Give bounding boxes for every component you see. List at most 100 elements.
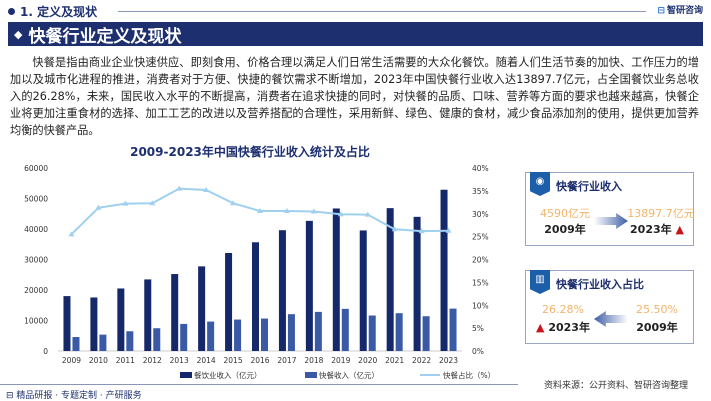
bar-fastfood-revenue bbox=[99, 334, 107, 351]
footer-text: 精品研报 · 专题定制 · 产研服务 bbox=[16, 391, 142, 401]
y2-tick-label: 10% bbox=[472, 301, 489, 310]
x-tick-label: 2011 bbox=[116, 356, 135, 365]
y2-tick-label: 35% bbox=[472, 187, 489, 196]
x-tick-label: 2023 bbox=[439, 356, 458, 365]
bar-fastfood-revenue bbox=[368, 315, 376, 351]
bar-restaurant-revenue bbox=[252, 242, 259, 351]
share-point bbox=[337, 211, 344, 217]
title-bar: ◆ 快餐行业定义及现状 bbox=[8, 22, 703, 47]
bar-fastfood-revenue bbox=[422, 316, 430, 351]
share-point bbox=[122, 200, 129, 206]
share-point bbox=[391, 226, 398, 232]
bar-restaurant-revenue bbox=[386, 208, 394, 351]
bar-fastfood-revenue bbox=[314, 311, 322, 351]
bar-restaurant-revenue bbox=[359, 230, 367, 351]
section-label: 1. 定义及现状 bbox=[20, 5, 98, 19]
bar-fastfood-revenue bbox=[72, 337, 80, 351]
share-point bbox=[364, 211, 371, 217]
chart: 0 10000 20000 30000 40000 50000 60000 0% 5% 10% 15… bbox=[24, 164, 495, 380]
divider bbox=[0, 384, 518, 385]
x-tick-label: 2021 bbox=[385, 356, 404, 365]
x-tick-label: 2014 bbox=[197, 356, 216, 365]
divider bbox=[118, 11, 646, 12]
share-point bbox=[445, 227, 452, 233]
card-value: 25.50% bbox=[636, 303, 678, 316]
card-year: 2009年 bbox=[636, 321, 678, 334]
share-point bbox=[95, 204, 102, 210]
y-tick-label: 0 bbox=[43, 347, 48, 356]
bar-fastfood-revenue bbox=[153, 328, 161, 351]
bar-fastfood-revenue bbox=[261, 318, 268, 351]
x-tick-label: 2019 bbox=[331, 356, 350, 365]
bar-fastfood-revenue bbox=[126, 331, 134, 351]
x-tick-label: 2018 bbox=[304, 356, 323, 365]
card-year: 2023年 bbox=[548, 321, 590, 334]
card-value: 13897.7亿元 bbox=[627, 207, 695, 220]
bar-restaurant-revenue bbox=[171, 274, 179, 351]
y2-tick-label: 20% bbox=[472, 256, 489, 265]
x-tick-label: 2015 bbox=[224, 356, 243, 365]
card-year: 2009年 bbox=[544, 223, 586, 236]
bar-restaurant-revenue bbox=[198, 266, 206, 351]
bar-restaurant-revenue bbox=[332, 208, 340, 351]
x-tick-label: 2020 bbox=[358, 356, 377, 365]
source-note: 资料来源：公开资料、智研咨询整理 bbox=[544, 381, 689, 391]
share-point bbox=[176, 185, 183, 191]
x-tick-label: 2022 bbox=[412, 356, 431, 365]
bar-fastfood-revenue bbox=[234, 319, 242, 351]
card-title: 快餐行业收入占比 bbox=[556, 278, 644, 291]
bar-restaurant-revenue bbox=[117, 288, 125, 351]
card-share: ▥ 快餐行业收入占比 26.28% ▲ 2023年 25.50% 2009年 bbox=[525, 270, 694, 344]
card-revenue: ◉ 快餐行业收入 4590亿元 2009年 13897.7亿元 2023年 ▲ bbox=[525, 172, 695, 246]
share-point bbox=[257, 208, 263, 214]
y-tick-label: 10000 bbox=[24, 317, 48, 326]
bullet-icon bbox=[8, 8, 15, 15]
x-tick-label: 2010 bbox=[89, 356, 108, 365]
y2-tick-label: 25% bbox=[472, 233, 489, 242]
y2-tick-label: 5% bbox=[472, 324, 484, 333]
y-tick-label: 40000 bbox=[24, 225, 48, 234]
bar-restaurant-revenue bbox=[278, 230, 286, 351]
share-point bbox=[230, 200, 237, 206]
bar-restaurant-revenue bbox=[225, 252, 233, 351]
bar-restaurant-revenue bbox=[440, 189, 448, 351]
logo-icon: ⊟ bbox=[657, 6, 665, 16]
bar-restaurant-revenue bbox=[413, 216, 421, 351]
bar-fastfood-revenue bbox=[287, 314, 295, 351]
bar-restaurant-revenue bbox=[63, 296, 71, 351]
y2-tick-label: 15% bbox=[472, 278, 489, 287]
share-point bbox=[149, 200, 156, 206]
section-header: 1. 定义及现状 bbox=[8, 3, 97, 20]
bar-fastfood-revenue bbox=[395, 313, 403, 351]
page-title: 快餐行业定义及现状 bbox=[28, 26, 182, 47]
x-tick-label: 2012 bbox=[143, 356, 162, 365]
share-point bbox=[310, 208, 317, 214]
arrow-right-icon bbox=[594, 213, 628, 229]
share-point bbox=[203, 186, 210, 192]
legend-swatch bbox=[305, 372, 317, 378]
y-tick-label: 60000 bbox=[24, 164, 48, 173]
legend-label: 餐饮业收入（亿元） bbox=[194, 370, 262, 380]
logo: ⊟ 智研咨询 bbox=[657, 3, 703, 16]
y2-tick-label: 40% bbox=[472, 164, 489, 173]
y-tick-label: 30000 bbox=[24, 256, 48, 265]
legend-label: 快餐占比（%） bbox=[443, 370, 495, 380]
footer: ⊟ 精品研报 · 专题定制 · 产研服务 bbox=[6, 391, 142, 401]
bar-fastfood-revenue bbox=[449, 308, 457, 351]
card-value: 26.28% bbox=[542, 303, 584, 316]
x-tick-label: 2017 bbox=[277, 356, 296, 365]
card-title: 快餐行业收入 bbox=[556, 180, 622, 193]
y-tick-label: 50000 bbox=[24, 195, 48, 204]
arrow-up-icon: ▲ bbox=[536, 321, 545, 334]
diamond-icon: ◆ bbox=[14, 27, 23, 41]
growth-chart-icon: ▥ bbox=[530, 270, 550, 294]
y2-tick-label: 0% bbox=[472, 347, 484, 356]
chart-icon: ◉ bbox=[530, 172, 550, 196]
x-tick-label: 2016 bbox=[250, 356, 269, 365]
x-tick-label: 2009 bbox=[62, 356, 81, 365]
chart-title: 2009-2023年中国快餐行业收入统计及占比 bbox=[130, 145, 370, 159]
bar-fastfood-revenue bbox=[180, 323, 188, 351]
share-point bbox=[283, 208, 290, 214]
description: 快餐是指由商业企业快速供应、即刻食用、价格合理以满足人们日常生活需要的大众化餐饮… bbox=[10, 56, 699, 137]
legend-swatch bbox=[180, 372, 192, 378]
